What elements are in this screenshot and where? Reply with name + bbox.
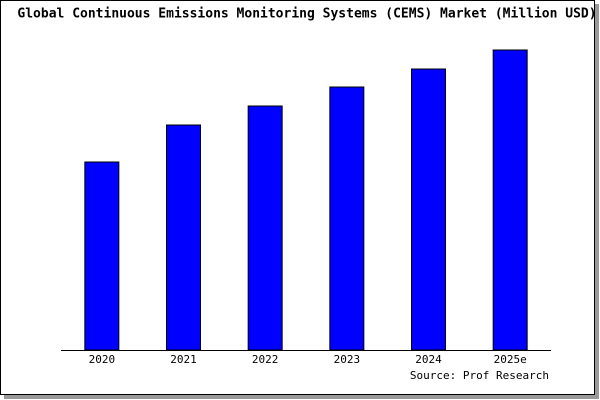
bar (411, 68, 446, 351)
x-tick-label: 2020 (89, 353, 116, 366)
x-tick-label: 2022 (252, 353, 279, 366)
bar (329, 86, 365, 351)
x-tick-label: 2023 (334, 353, 361, 366)
bar (492, 49, 528, 351)
bar (84, 161, 120, 351)
bar (247, 105, 283, 351)
plot: Global Continuous Emissions Monitoring S… (17, 7, 596, 383)
source-note: Source: Prof Research (410, 369, 549, 382)
x-tick-label: 2025e (494, 353, 527, 366)
x-tick-label: 2021 (170, 353, 197, 366)
bar (166, 124, 201, 351)
x-tick-label: 2024 (415, 353, 442, 366)
chart-title: Global Continuous Emissions Monitoring S… (17, 7, 596, 22)
